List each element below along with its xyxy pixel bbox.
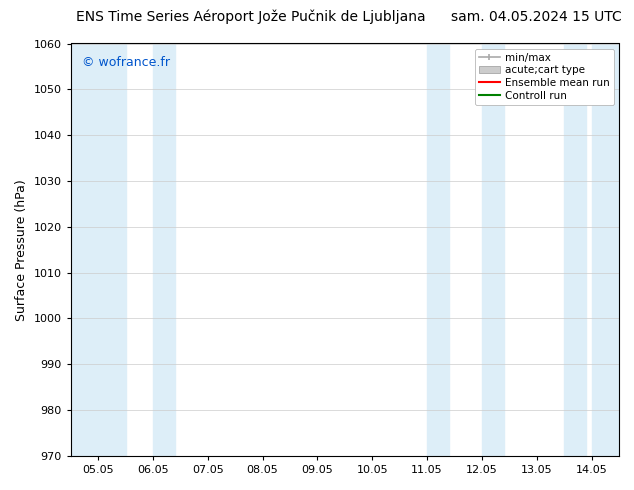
Text: sam. 04.05.2024 15 UTC: sam. 04.05.2024 15 UTC — [451, 10, 621, 24]
Legend: min/max, acute;cart type, Ensemble mean run, Controll run: min/max, acute;cart type, Ensemble mean … — [475, 49, 614, 105]
Text: ENS Time Series Aéroport Jože Pučnik de Ljubljana: ENS Time Series Aéroport Jože Pučnik de … — [76, 10, 425, 24]
Bar — [71, 44, 126, 456]
Bar — [427, 44, 449, 456]
Bar — [592, 44, 619, 456]
Bar — [564, 44, 586, 456]
Bar — [482, 44, 504, 456]
Bar — [153, 44, 175, 456]
Text: © wofrance.fr: © wofrance.fr — [82, 56, 170, 69]
Y-axis label: Surface Pressure (hPa): Surface Pressure (hPa) — [15, 179, 28, 320]
